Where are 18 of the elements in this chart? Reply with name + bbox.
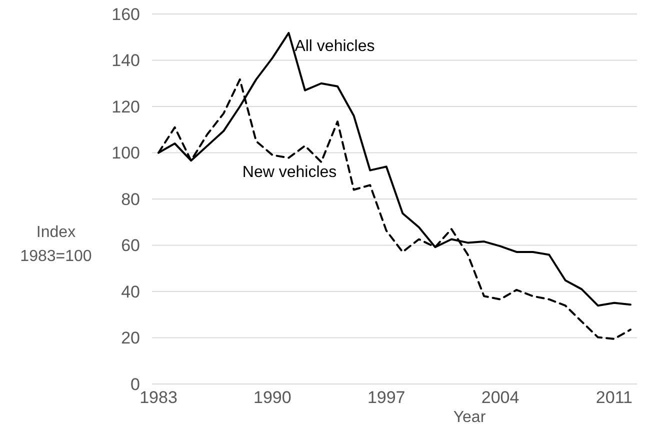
y-axis-title: Index 1983=100 <box>20 224 92 265</box>
series-label: All vehicles <box>294 38 375 55</box>
y-tick-label: 120 <box>112 97 140 116</box>
x-tick-label: 2011 <box>596 388 632 407</box>
x-tick-label: 1997 <box>367 388 406 407</box>
y-tick-label: 100 <box>112 144 140 163</box>
x-tick-label: 2004 <box>481 388 520 407</box>
x-tick-label: 1990 <box>254 388 292 407</box>
y-tick-label: 140 <box>112 51 140 70</box>
y-tick-label: 0 <box>130 374 140 394</box>
y-tick-label: 80 <box>121 190 140 209</box>
x-tick-label: 1983 <box>140 388 178 407</box>
x-axis-title: Year <box>453 409 486 424</box>
y-tick-label: 60 <box>121 236 140 256</box>
y-tick-label: 40 <box>121 282 140 302</box>
y-tick-label: 20 <box>121 328 140 348</box>
series-label: New vehicles <box>242 164 337 182</box>
y-tick-label: 160 <box>112 4 140 24</box>
